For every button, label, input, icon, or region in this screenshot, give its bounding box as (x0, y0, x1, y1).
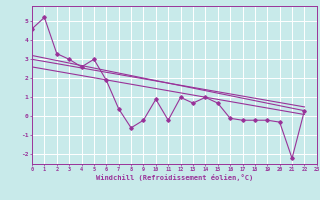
X-axis label: Windchill (Refroidissement éolien,°C): Windchill (Refroidissement éolien,°C) (96, 174, 253, 181)
